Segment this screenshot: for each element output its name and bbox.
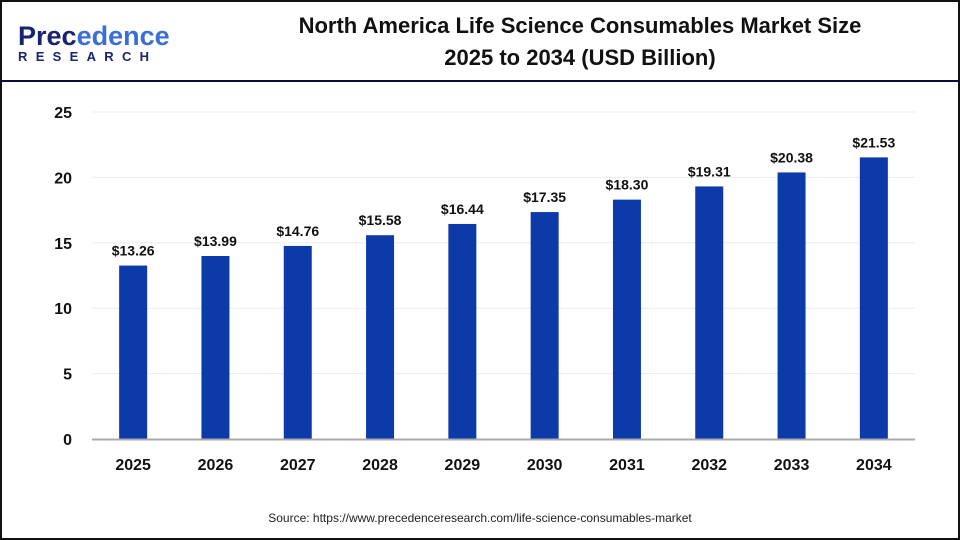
data-label: $15.58 — [359, 212, 402, 228]
data-label: $17.35 — [523, 189, 566, 205]
header-divider — [0, 80, 960, 82]
data-label: $20.38 — [770, 149, 813, 165]
x-tick-label: 2033 — [774, 457, 810, 474]
bar — [283, 245, 312, 439]
y-tick-label: 20 — [54, 170, 72, 187]
bar — [859, 157, 888, 439]
data-label: $21.53 — [852, 134, 895, 150]
x-tick-label: 2030 — [527, 457, 563, 474]
x-tick-label: 2031 — [609, 457, 645, 474]
logo-text-b: edence — [76, 21, 170, 51]
data-label: $13.26 — [112, 243, 155, 259]
data-label: $18.30 — [606, 177, 649, 193]
bar — [777, 172, 806, 439]
bar — [612, 199, 641, 439]
source-text: Source: https://www.precedenceresearch.c… — [268, 511, 692, 525]
title-line1: North America Life Science Consumables M… — [298, 13, 862, 38]
logo-text-a: Prec — [18, 21, 77, 51]
bar — [530, 212, 559, 439]
data-label: $19.31 — [688, 163, 731, 179]
bar — [201, 256, 230, 439]
data-label: $16.44 — [441, 201, 484, 217]
title-line2: 2025 to 2034 (USD Billion) — [444, 45, 716, 70]
x-tick-label: 2028 — [362, 457, 398, 474]
bar — [366, 235, 395, 439]
x-tick-label: 2032 — [691, 457, 727, 474]
y-tick-label: 0 — [63, 432, 72, 449]
bar — [448, 223, 477, 439]
logo: Precedence RESEARCH — [18, 22, 170, 64]
y-tick-label: 15 — [54, 236, 72, 253]
y-tick-label: 5 — [63, 367, 72, 384]
y-tick-label: 10 — [54, 301, 72, 318]
logo-subtext: RESEARCH — [18, 49, 158, 64]
bar — [119, 265, 148, 439]
x-tick-label: 2034 — [856, 457, 892, 474]
data-label: $14.76 — [276, 223, 319, 239]
x-tick-label: 2025 — [115, 457, 151, 474]
y-tick-label: 25 — [54, 105, 72, 122]
x-tick-label: 2026 — [198, 457, 234, 474]
chart-title: North America Life Science Consumables M… — [200, 10, 960, 74]
x-tick-label: 2029 — [445, 457, 481, 474]
x-tick-label: 2027 — [280, 457, 316, 474]
bar — [695, 186, 724, 439]
data-label: $13.99 — [194, 233, 237, 249]
